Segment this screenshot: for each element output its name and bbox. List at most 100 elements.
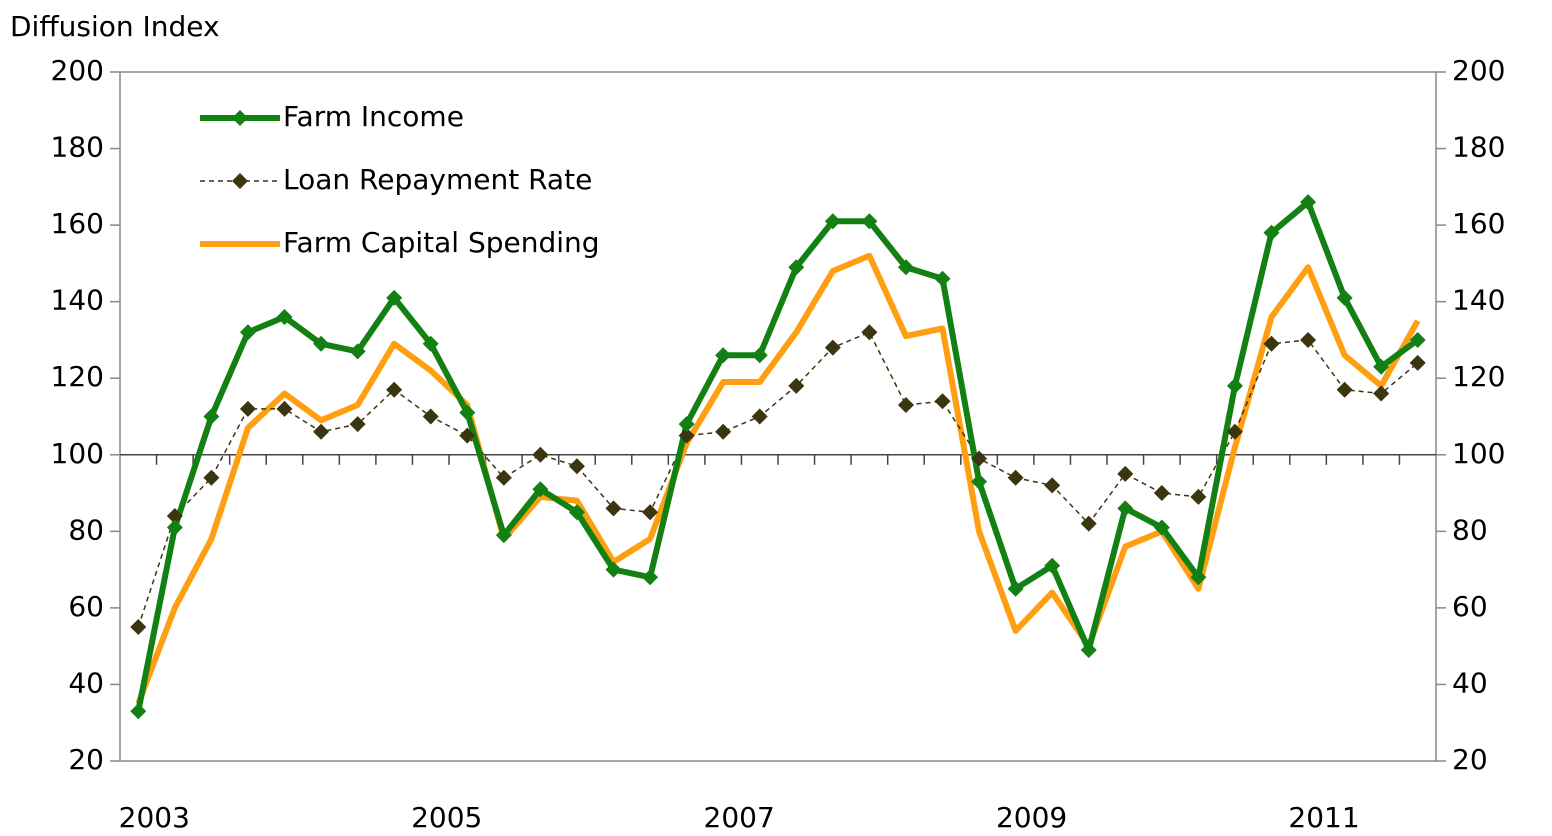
point-marker <box>203 469 220 486</box>
point-marker <box>130 703 147 720</box>
point-marker <box>422 408 439 425</box>
point-marker <box>1226 377 1243 394</box>
point-marker <box>1373 358 1390 375</box>
point-marker <box>459 427 476 444</box>
point-marker <box>1190 488 1207 505</box>
point-marker <box>130 619 147 636</box>
point-marker <box>1409 354 1426 371</box>
legend-label: Loan Repayment Rate <box>283 163 592 196</box>
point-marker <box>642 569 659 586</box>
point-marker <box>495 469 512 486</box>
point-marker <box>861 324 878 341</box>
y-tick-label: 20 <box>68 743 104 776</box>
point-marker <box>1300 194 1317 211</box>
point-marker <box>715 347 732 364</box>
point-marker <box>568 504 585 521</box>
point-marker <box>1153 485 1170 502</box>
point-marker <box>788 377 805 394</box>
point-marker <box>788 259 805 276</box>
y2-tick-label: 120 <box>1452 360 1505 393</box>
point-marker <box>276 400 293 417</box>
legend-marker <box>232 110 248 126</box>
point-marker <box>1190 569 1207 586</box>
point-marker <box>751 347 768 364</box>
y-tick-label: 40 <box>68 666 104 699</box>
y2-tick-label: 140 <box>1452 284 1505 317</box>
point-marker <box>934 393 951 410</box>
y2-tick-label: 40 <box>1452 666 1488 699</box>
point-marker <box>1373 385 1390 402</box>
plot-frame <box>119 71 1437 762</box>
point-marker <box>532 446 549 463</box>
y2-tick-label: 20 <box>1452 743 1488 776</box>
y-tick-label: 60 <box>68 590 104 623</box>
y2-tick-label: 180 <box>1452 131 1505 164</box>
point-marker <box>386 381 403 398</box>
y-tick-label: 200 <box>51 54 104 87</box>
point-marker <box>1080 515 1097 532</box>
point-marker <box>934 270 951 287</box>
point-marker <box>568 458 585 475</box>
point-marker <box>897 397 914 414</box>
y-tick-label: 160 <box>51 207 104 240</box>
point-marker <box>1263 224 1280 241</box>
point-marker <box>1263 335 1280 352</box>
y-tick-label: 120 <box>51 360 104 393</box>
point-marker <box>971 473 988 490</box>
point-marker <box>313 335 330 352</box>
point-marker <box>386 289 403 306</box>
legend-label: Farm Income <box>283 100 464 133</box>
point-marker <box>1044 557 1061 574</box>
point-marker <box>1336 289 1353 306</box>
point-marker <box>1336 381 1353 398</box>
y2-tick-label: 60 <box>1452 590 1488 623</box>
x-tick-label: 2005 <box>411 801 482 834</box>
point-marker <box>203 408 220 425</box>
point-marker <box>313 423 330 440</box>
point-marker <box>1080 641 1097 658</box>
point-marker <box>605 500 622 517</box>
point-marker <box>642 504 659 521</box>
point-marker <box>1007 580 1024 597</box>
point-marker <box>678 416 695 433</box>
point-marker <box>751 408 768 425</box>
point-marker <box>715 423 732 440</box>
y-tick-label: 140 <box>51 284 104 317</box>
point-marker <box>861 213 878 230</box>
x-tick-label: 2009 <box>996 801 1067 834</box>
point-marker <box>422 335 439 352</box>
point-marker <box>349 343 366 360</box>
y-tick-label: 100 <box>51 437 104 470</box>
y-axis-title: Diffusion Index <box>10 10 220 43</box>
point-marker <box>532 481 549 498</box>
point-marker <box>1300 331 1317 348</box>
series-line <box>135 252 1421 705</box>
point-marker <box>166 519 183 536</box>
y2-tick-label: 200 <box>1452 54 1505 87</box>
y2-tick-label: 160 <box>1452 207 1505 240</box>
y-tick-label: 180 <box>51 131 104 164</box>
x-tick-label: 2007 <box>704 801 775 834</box>
point-marker <box>166 508 183 525</box>
point-marker <box>1409 331 1426 348</box>
point-marker <box>1007 469 1024 486</box>
x-tick-label: 2011 <box>1288 801 1359 834</box>
point-marker <box>678 427 695 444</box>
point-marker <box>349 416 366 433</box>
point-marker <box>1117 500 1134 517</box>
point-marker <box>459 404 476 421</box>
y-tick-label: 80 <box>68 513 104 546</box>
legend-label: Farm Capital Spending <box>283 226 600 259</box>
point-marker <box>276 308 293 325</box>
point-marker <box>897 259 914 276</box>
point-marker <box>824 339 841 356</box>
point-marker <box>495 527 512 544</box>
point-marker <box>824 213 841 230</box>
x-tick-label: 2003 <box>119 801 190 834</box>
y2-tick-label: 100 <box>1452 437 1505 470</box>
legend-marker <box>232 173 248 189</box>
y2-tick-label: 80 <box>1452 513 1488 546</box>
point-marker <box>239 324 256 341</box>
